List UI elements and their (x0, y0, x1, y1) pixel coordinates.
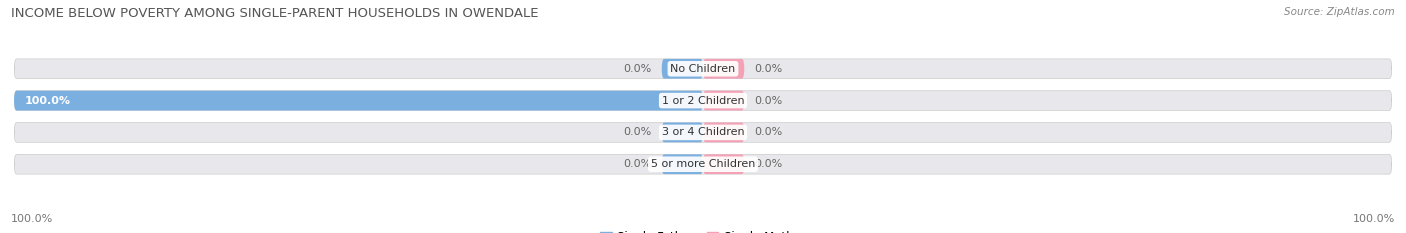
Text: 5 or more Children: 5 or more Children (651, 159, 755, 169)
Legend: Single Father, Single Mother: Single Father, Single Mother (600, 231, 806, 233)
Text: INCOME BELOW POVERTY AMONG SINGLE-PARENT HOUSEHOLDS IN OWENDALE: INCOME BELOW POVERTY AMONG SINGLE-PARENT… (11, 7, 538, 20)
FancyBboxPatch shape (14, 91, 703, 110)
FancyBboxPatch shape (703, 123, 744, 142)
FancyBboxPatch shape (14, 91, 1392, 110)
FancyBboxPatch shape (14, 154, 1392, 174)
Text: Source: ZipAtlas.com: Source: ZipAtlas.com (1284, 7, 1395, 17)
FancyBboxPatch shape (14, 59, 1392, 79)
FancyBboxPatch shape (662, 123, 703, 142)
Text: 100.0%: 100.0% (1353, 214, 1395, 224)
FancyBboxPatch shape (662, 59, 703, 79)
FancyBboxPatch shape (14, 123, 1392, 142)
Text: 3 or 4 Children: 3 or 4 Children (662, 127, 744, 137)
Text: 100.0%: 100.0% (24, 96, 70, 106)
Text: 0.0%: 0.0% (755, 96, 783, 106)
Text: 0.0%: 0.0% (755, 159, 783, 169)
Text: 0.0%: 0.0% (623, 127, 651, 137)
FancyBboxPatch shape (703, 91, 744, 110)
Text: 0.0%: 0.0% (755, 64, 783, 74)
FancyBboxPatch shape (662, 154, 703, 174)
Text: No Children: No Children (671, 64, 735, 74)
Text: 0.0%: 0.0% (623, 64, 651, 74)
Text: 0.0%: 0.0% (623, 159, 651, 169)
Text: 0.0%: 0.0% (755, 127, 783, 137)
Text: 1 or 2 Children: 1 or 2 Children (662, 96, 744, 106)
FancyBboxPatch shape (703, 154, 744, 174)
FancyBboxPatch shape (703, 59, 744, 79)
Text: 100.0%: 100.0% (11, 214, 53, 224)
